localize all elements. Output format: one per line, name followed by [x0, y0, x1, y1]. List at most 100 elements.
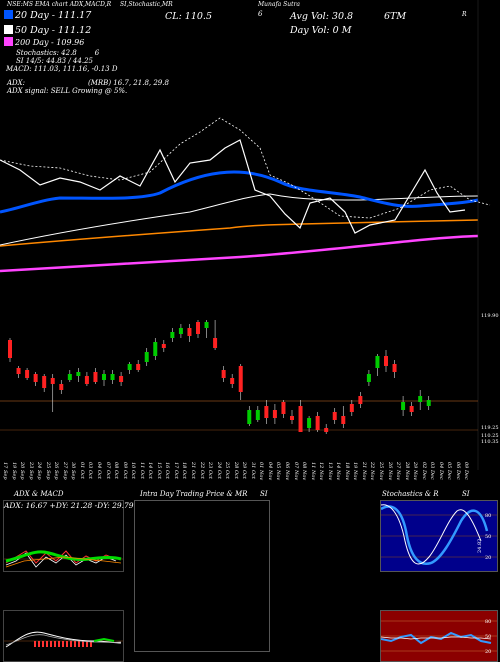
candle-body: [290, 416, 294, 420]
adx-green-line: [5, 550, 122, 563]
adx-macd-panel: ADX & MACD ADX: 16.67 +DY: 21.28 -DY: 29…: [0, 490, 134, 662]
candle-body: [59, 384, 64, 390]
adx-macd-title: ADX & MACD: [14, 490, 64, 498]
stoch-tick-80: 80: [485, 513, 491, 519]
date-tick: 26 Nov: [386, 462, 393, 481]
date-tick: 27 Nov: [395, 462, 402, 481]
candle-body: [247, 410, 252, 424]
candle-body: [341, 416, 346, 424]
date-tick: 19 Nov: [352, 462, 359, 481]
date-tick: 08 Oct: [113, 462, 120, 479]
stoch-lines: 80 50 20 24.83: [381, 504, 497, 565]
intraday-title: Intra Day Trading Price & MR: [140, 490, 248, 498]
candle-body: [366, 374, 371, 382]
price-white: [0, 139, 466, 234]
si-tick-50: 50: [485, 634, 491, 640]
adx-lines: [4, 550, 123, 568]
date-tick: 04 Oct: [96, 462, 102, 479]
date-tick: 25 Nov: [378, 462, 384, 481]
date-tick: 01 Nov: [258, 462, 265, 481]
candle-body: [25, 370, 30, 378]
date-tick: 23 Oct: [207, 462, 214, 479]
stoch-tick-20: 20: [485, 555, 491, 561]
ma20-swatch: [4, 10, 13, 19]
candle-body: [76, 372, 81, 376]
candle-body: [127, 364, 132, 370]
date-tick: 29 Oct: [241, 462, 248, 479]
date-tick: 24 Sep: [36, 462, 43, 480]
si-white-line: [381, 636, 492, 640]
price-label-top: 119.90: [481, 313, 499, 319]
date-tick: 08 Nov: [301, 462, 308, 481]
candle-body: [84, 376, 89, 384]
candle-body: [238, 366, 243, 392]
candle-body: [153, 342, 158, 356]
candle-body: [375, 356, 380, 368]
date-tick: 21 Nov: [360, 462, 367, 481]
ma200-line: [0, 234, 479, 273]
macd-lines: [4, 631, 123, 648]
candle-body: [272, 410, 277, 418]
candle-body: [136, 364, 141, 370]
close-price: CL: 110.5: [165, 11, 212, 22]
date-tick: 10 Oct: [130, 462, 137, 479]
candle-body: [255, 410, 260, 420]
ma200-swatch: [4, 37, 13, 46]
date-tick: 16 Oct: [164, 462, 171, 479]
candle-body: [187, 328, 192, 336]
si-line: SI 14/5: 44.83 / 44.25: [16, 57, 93, 65]
candle-body: [221, 370, 226, 378]
date-tick: 18 Oct: [181, 462, 188, 479]
ma200-legend: 200 Day - 109.96: [4, 37, 84, 47]
ttm-label: 6TM: [384, 11, 407, 22]
date-axis: 17 Sep 19 Sep 20 Sep 23 Sep 24 Sep 25 Sep 26 S…: [0, 462, 480, 492]
candle-body: [213, 338, 218, 348]
adx-values: ADX: 16.67 +DY: 21.28 -DY: 29.79: [4, 501, 134, 510]
candle-body: [16, 368, 21, 374]
candle-body: [93, 372, 98, 382]
date-tick: 13 Nov: [326, 462, 333, 481]
candle-body: [161, 344, 166, 348]
date-tick: 09 Dec: [463, 462, 470, 480]
candle-body: [33, 374, 38, 382]
candle-body: [230, 378, 235, 384]
candle-body: [281, 402, 286, 414]
date-tick: 22 Oct: [198, 462, 205, 479]
date-tick: 11 Nov: [309, 462, 316, 481]
si-box: 80 50 20: [380, 610, 498, 662]
gap-note: 6: [258, 10, 263, 18]
candle-body: [144, 352, 149, 362]
candle-body: [119, 376, 124, 382]
candle-body: [204, 322, 209, 328]
macd-line: MACD: 111.03, 111.16, -0.13 D: [6, 65, 118, 73]
candle-body: [358, 396, 363, 404]
date-tick: 29 Nov: [412, 462, 419, 481]
date-tick: 05 Nov: [275, 462, 282, 481]
date-tick: 11 Oct: [138, 462, 145, 479]
date-tick: 31 Oct: [249, 462, 256, 479]
intraday-box: [134, 500, 270, 652]
candle-body: [170, 332, 175, 338]
candle-body: [349, 404, 354, 412]
date-tick: 19 Sep: [10, 462, 17, 480]
date-tick: 17 Sep: [2, 462, 8, 480]
candle-body: [67, 374, 72, 380]
stoch-box: 80 50 20 24.83: [380, 500, 498, 572]
date-tick: 23 Sep: [27, 462, 34, 480]
candle-body: [409, 406, 414, 412]
date-tick: 25 Oct: [224, 462, 231, 479]
stochastics-panel: Stochastics & R SI 80 50 20 24.83 80 50 …: [376, 490, 500, 662]
date-tick: 21 Oct: [190, 462, 196, 479]
date-tick: 04 Dec: [437, 462, 444, 480]
price-axis-2: 110.25: [481, 433, 499, 439]
date-tick: 04 Nov: [266, 462, 273, 481]
date-tick: 30 Sep: [70, 462, 77, 480]
price-axis-3: 110.35: [481, 439, 499, 445]
ma20-legend: 20 Day - 111.17: [4, 10, 91, 21]
adx-box: ADX: 16.67 +DY: 21.28 -DY: 29.79: [3, 500, 134, 572]
candle-body: [50, 378, 55, 384]
stoch-line: Stochastics: 42.8 6: [16, 49, 100, 57]
candle-body: [42, 376, 47, 388]
date-tick: 20 Sep: [19, 462, 26, 480]
stoch-side-value: 24.83: [477, 539, 483, 553]
